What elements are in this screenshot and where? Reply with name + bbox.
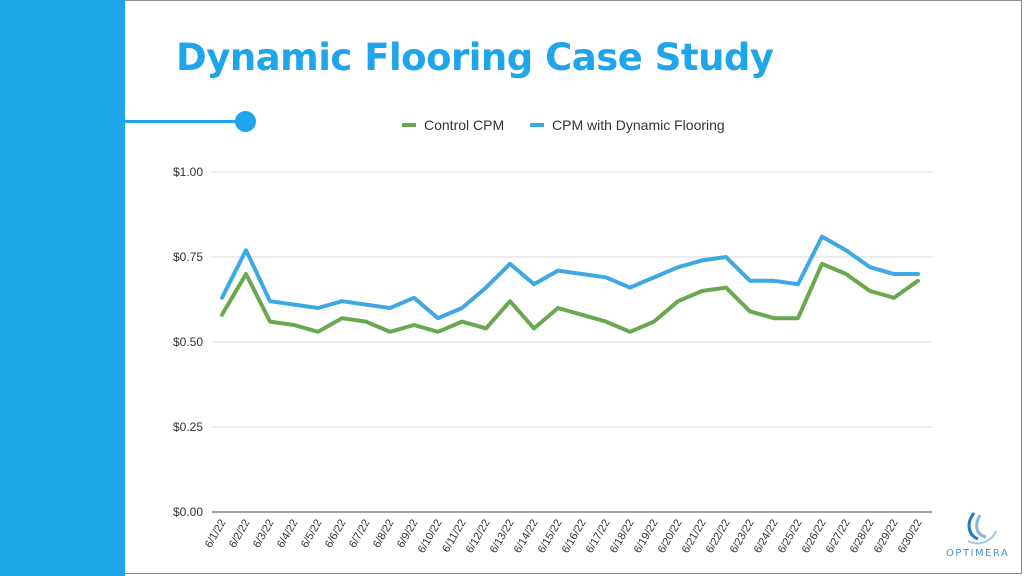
x-tick-label: 6/5/22	[299, 518, 325, 550]
x-tick-label: 6/4/22	[275, 518, 301, 550]
y-tick-label: $0.50	[173, 335, 203, 349]
slide-title: Dynamic Flooring Case Study	[176, 36, 774, 79]
x-tick-label: 6/6/22	[323, 518, 349, 550]
x-tick-label: 6/7/22	[347, 518, 373, 550]
x-tick-label: 6/2/22	[227, 518, 253, 550]
series-line-control	[220, 261, 920, 334]
x-tick-label: 6/1/22	[203, 518, 229, 550]
accent-line	[125, 120, 245, 123]
legend-label: CPM with Dynamic Flooring	[552, 117, 725, 133]
x-tick-label: 6/3/22	[251, 518, 277, 550]
legend-label: Control CPM	[424, 117, 504, 133]
brand-name: OPTIMERA	[946, 548, 1010, 559]
y-tick-label: $0.75	[173, 250, 203, 264]
series-line-dynamic	[220, 234, 920, 321]
accent-dot	[235, 111, 256, 132]
y-tick-label: $1.00	[173, 165, 203, 179]
x-tick-label: 6/8/22	[371, 518, 397, 550]
left-accent-bar	[0, 0, 125, 576]
x-tick-label: 6/9/22	[395, 518, 421, 550]
x-tick-label: 6/30/22	[896, 518, 925, 556]
optimera-logo-icon	[967, 512, 997, 545]
y-tick-label: $0.00	[173, 505, 203, 519]
y-tick-label: $0.25	[173, 420, 203, 434]
